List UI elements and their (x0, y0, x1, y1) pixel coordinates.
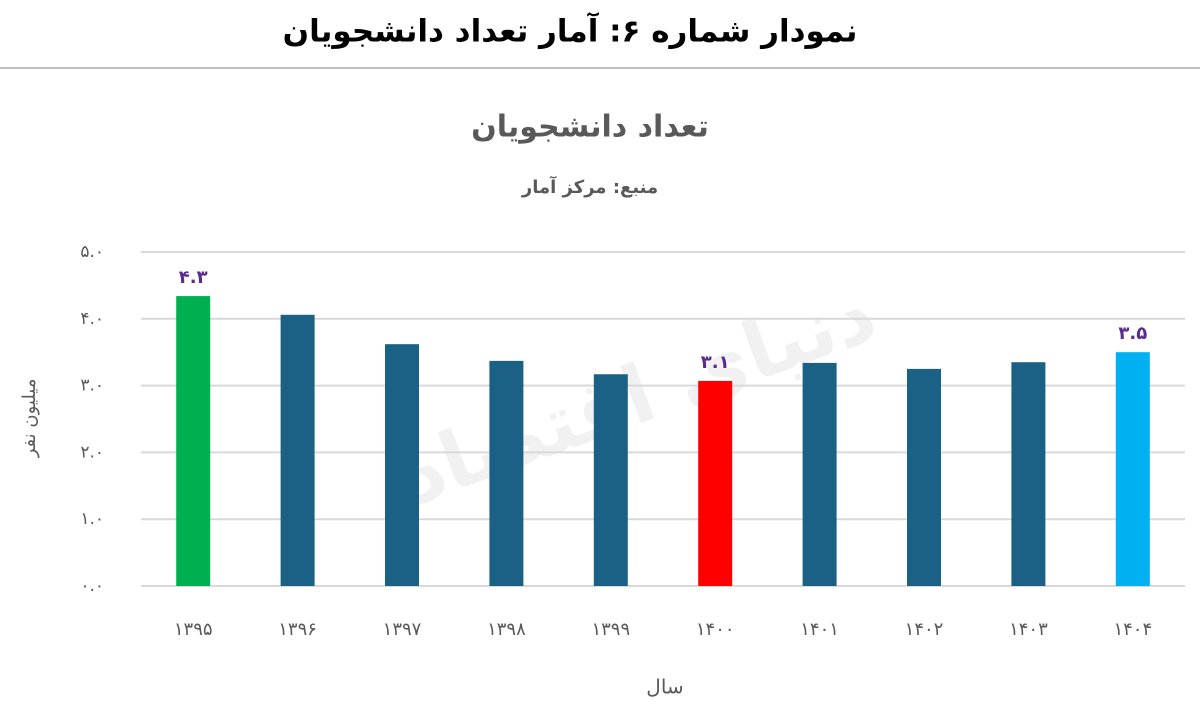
bar (907, 368, 941, 586)
page-title: نمودار شماره ۶: آمار تعداد دانشجویان (283, 12, 858, 50)
bar (176, 296, 211, 586)
y-tick-label: ۰.۰ (80, 576, 104, 596)
y-tick-label: ۲.۰ (80, 442, 104, 462)
x-tick-label: ۱۴۰۰ (696, 619, 735, 640)
y-tick-label: ۱.۰ (80, 509, 104, 529)
x-tick-label: ۱۳۹۵ (174, 619, 213, 640)
x-tick-label: ۱۴۰۳ (1009, 619, 1048, 640)
x-tick-label: ۱۳۹۸ (487, 619, 526, 640)
value-label: ۳.۵ (1118, 323, 1147, 344)
x-tick-label: ۱۴۰۲ (905, 619, 944, 640)
y-tick-label: ۵.۰ (80, 242, 104, 262)
x-tick-label: ۱۴۰۴ (1113, 619, 1152, 640)
bar (698, 380, 733, 586)
bar (280, 314, 315, 586)
bar (489, 360, 524, 586)
x-axis-label: سال (646, 675, 683, 699)
bar (385, 344, 419, 586)
x-tick-label: ۱۴۰۱ (800, 619, 839, 640)
x-tick-label: ۱۳۹۹ (591, 619, 630, 640)
y-axis-label: میلیون نفر (19, 379, 40, 459)
bar (1115, 352, 1150, 586)
bar (593, 374, 628, 586)
x-tick-label: ۱۳۹۶ (278, 619, 317, 640)
bar (1011, 362, 1046, 586)
value-label: ۴.۳ (179, 267, 208, 288)
bar (802, 362, 837, 586)
value-label: ۳.۱ (701, 352, 730, 373)
x-tick-label: ۱۳۹۷ (383, 619, 422, 640)
chart-subtitle: منبع: مرکز آمار (521, 175, 658, 198)
y-tick-label: ۳.۰ (80, 376, 104, 396)
chart-title: تعداد دانشجویان (471, 110, 709, 145)
y-tick-label: ۴.۰ (80, 309, 104, 329)
